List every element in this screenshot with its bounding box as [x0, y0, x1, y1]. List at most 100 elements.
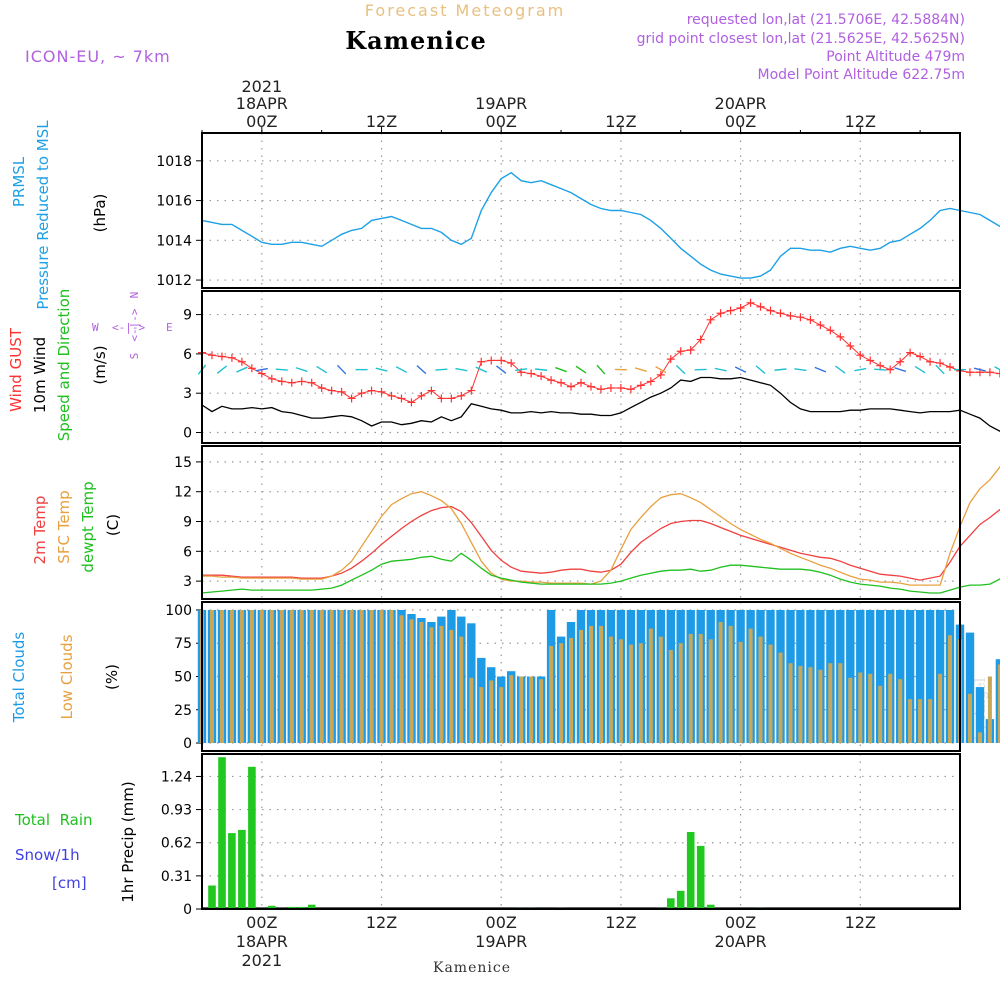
total-cloud-bar	[846, 610, 855, 743]
gust-marker	[686, 345, 695, 354]
gust-marker	[567, 382, 576, 391]
wind-direction-arrow	[596, 364, 606, 375]
gust-marker	[277, 377, 286, 386]
wind10-line	[201, 376, 1000, 432]
precip-bar	[706, 904, 715, 909]
gust-marker	[626, 385, 635, 394]
wind-frame	[201, 290, 961, 444]
gust-marker	[596, 385, 605, 394]
low-cloud-bar	[249, 610, 254, 743]
gust-marker	[387, 391, 396, 400]
gust-marker	[766, 306, 775, 315]
precip-bar	[307, 904, 316, 909]
low-cloud-bar	[569, 637, 573, 743]
gust-marker	[247, 364, 256, 373]
gust-marker	[886, 365, 895, 374]
panels: 1012 1014 1016 1018 0 3 6 9 3 6 9 12 15 0 25 50 75 100 0 0.…	[156, 132, 1000, 918]
prmsl-label: PRMSL	[10, 156, 28, 207]
clouds-ytick-label: 25	[174, 703, 192, 719]
low-cloud-bar	[489, 680, 494, 743]
precip-bar	[268, 905, 276, 909]
gust-marker	[307, 378, 316, 387]
gust-marker	[856, 351, 865, 360]
gust-marker	[447, 394, 456, 403]
footer-location: Kamenice	[433, 960, 511, 976]
clouds-panel: 0 25 50 75 100	[165, 601, 1000, 752]
wind-direction-arrow	[336, 364, 347, 375]
low-cloud-bar	[429, 627, 434, 743]
low-cloud-bar	[509, 675, 514, 743]
low-cloud-bar	[379, 610, 384, 743]
gust-marker	[786, 311, 795, 320]
gust-marker	[906, 348, 915, 357]
wind-direction-arrow	[316, 365, 328, 374]
wind-panel: 0 3 6 9	[183, 290, 1000, 444]
wind-direction-arrow	[295, 367, 308, 373]
gust-marker	[696, 335, 705, 344]
low-cloud-bar	[479, 687, 484, 743]
low-cloud-bar	[439, 625, 444, 743]
clouds-ytick-label: 100	[165, 603, 192, 619]
wind-direction-arrow	[435, 368, 448, 371]
temperature-ytick-label: 15	[174, 455, 192, 471]
low-cloud-bar	[728, 625, 733, 743]
low-cloud-bar	[898, 679, 903, 744]
low-cloud-bar	[987, 676, 992, 743]
wind-direction-arrow	[216, 365, 228, 374]
precip-ytick-label: 0.62	[161, 836, 192, 852]
low-cloud-bar	[948, 635, 952, 744]
wind-direction-arrow	[874, 368, 887, 371]
precip-bar	[297, 906, 306, 909]
compass-w: W	[92, 321, 99, 334]
wind-direction-arrow	[455, 367, 468, 372]
cloud-unit: (%)	[103, 664, 121, 690]
low-cloud-bar	[339, 610, 344, 743]
gust-marker	[467, 386, 476, 395]
low-cloud-bar	[718, 622, 723, 744]
low-cloud-bar	[210, 610, 214, 743]
low-cloud-bar	[818, 669, 823, 743]
temperature-ytick-label: 6	[183, 544, 192, 560]
wind-direction-arrow	[714, 367, 727, 372]
temperature-frame	[201, 445, 961, 600]
wind-direction-arrow	[973, 367, 986, 372]
wind-direction-arrow	[634, 367, 647, 372]
temperature-ytick-label: 3	[183, 574, 192, 590]
low-cloud-bar	[858, 672, 863, 743]
low-cloud-bar	[579, 629, 583, 743]
speeddir-label: Speed and Direction	[55, 289, 73, 442]
low-cloud-bar	[399, 615, 404, 743]
compass-ns-arrow: <-|->	[128, 308, 141, 341]
pressure-ytick-label: 1012	[156, 273, 192, 289]
precip-bar	[218, 757, 226, 909]
low-cloud-bar	[688, 633, 693, 743]
low-cloud-bar	[589, 625, 593, 743]
wind10-label: 10m Wind	[31, 337, 49, 413]
bottom-time-label: 00Z	[486, 913, 517, 932]
precip-bar	[696, 845, 705, 909]
model-altitude: Model Point Altitude 622.75m	[758, 67, 965, 83]
low-cloud-bar	[938, 673, 943, 743]
precip-bar	[228, 833, 236, 909]
compass-n: N	[128, 292, 141, 299]
snow-unit: [cm]	[52, 874, 87, 892]
precip-bar	[288, 906, 296, 909]
low-cloud-bar	[389, 610, 394, 743]
low-cloud-bar	[908, 699, 913, 743]
t2m-line	[202, 505, 1000, 581]
low-cloud-bar	[668, 649, 673, 743]
total-cloud-bar	[896, 610, 905, 743]
total-cloud-bar	[915, 610, 925, 743]
wind-unit: (m/s)	[91, 345, 109, 384]
top-date-label: 19APR	[475, 94, 527, 113]
bottom-year-label: 2021	[241, 951, 282, 970]
low-cloud-bar	[788, 663, 793, 743]
gust-marker	[397, 394, 406, 403]
low-cloud-bar	[279, 610, 284, 743]
temperature-ytick-label: 9	[183, 515, 192, 531]
wind-ytick-label: 3	[183, 386, 192, 402]
product-title: Forecast Meteogram	[365, 1, 565, 20]
compass-we-arrow: <-|->	[112, 321, 145, 334]
